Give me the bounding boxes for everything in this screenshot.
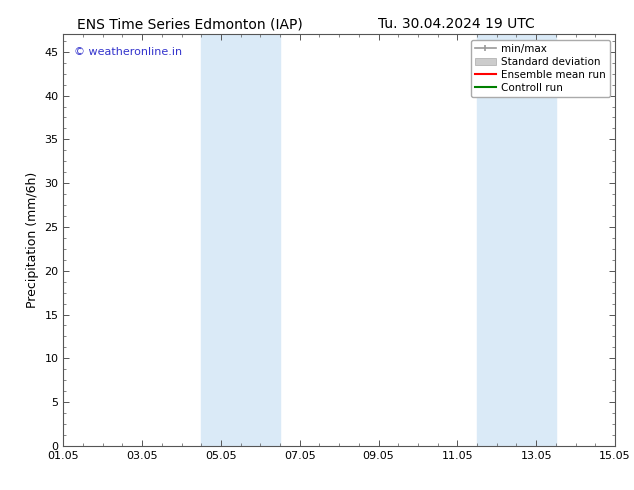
Text: Tu. 30.04.2024 19 UTC: Tu. 30.04.2024 19 UTC — [378, 17, 535, 31]
Text: ENS Time Series Edmonton (IAP): ENS Time Series Edmonton (IAP) — [77, 17, 303, 31]
Bar — [477, 34, 556, 446]
Text: © weatheronline.in: © weatheronline.in — [74, 47, 183, 57]
Y-axis label: Precipitation (mm/6h): Precipitation (mm/6h) — [26, 172, 39, 308]
Legend: min/max, Standard deviation, Ensemble mean run, Controll run: min/max, Standard deviation, Ensemble me… — [470, 40, 610, 97]
Bar — [202, 34, 280, 446]
